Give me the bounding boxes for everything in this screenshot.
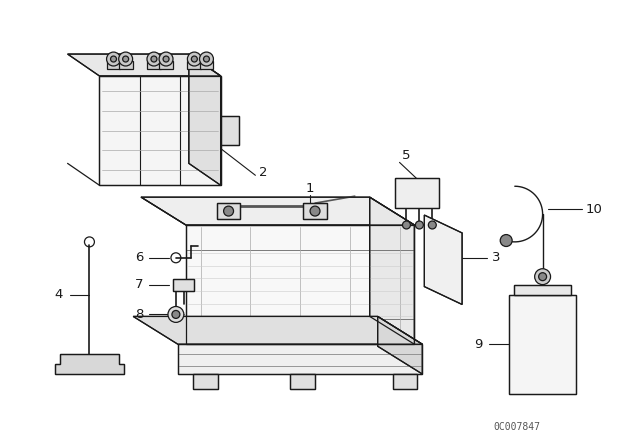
Circle shape: [500, 235, 512, 246]
Text: 1: 1: [306, 182, 314, 195]
Circle shape: [415, 221, 423, 229]
Text: 4: 4: [54, 288, 63, 301]
Polygon shape: [54, 354, 124, 374]
Polygon shape: [133, 316, 422, 344]
Polygon shape: [173, 279, 194, 291]
Polygon shape: [107, 61, 120, 69]
Circle shape: [172, 310, 180, 319]
Text: 10: 10: [586, 202, 603, 215]
Circle shape: [118, 52, 132, 66]
Polygon shape: [193, 374, 218, 389]
Text: 6: 6: [135, 251, 143, 264]
Circle shape: [204, 56, 209, 62]
Polygon shape: [99, 76, 221, 185]
Polygon shape: [159, 61, 173, 69]
Circle shape: [428, 221, 436, 229]
Polygon shape: [290, 374, 315, 389]
Polygon shape: [514, 284, 572, 294]
Circle shape: [159, 52, 173, 66]
Polygon shape: [394, 178, 439, 208]
Circle shape: [191, 56, 197, 62]
Circle shape: [188, 52, 202, 66]
Text: 9: 9: [474, 338, 482, 351]
Circle shape: [168, 306, 184, 323]
Text: 8: 8: [135, 308, 143, 321]
Text: 5: 5: [402, 149, 411, 162]
Polygon shape: [392, 374, 417, 389]
Polygon shape: [147, 61, 161, 69]
Circle shape: [123, 56, 129, 62]
Text: 2: 2: [259, 166, 268, 179]
Circle shape: [403, 221, 410, 229]
Polygon shape: [424, 215, 462, 305]
Polygon shape: [178, 344, 422, 374]
Text: 3: 3: [492, 251, 500, 264]
Text: 0C007847: 0C007847: [493, 422, 541, 431]
Circle shape: [147, 52, 161, 66]
Polygon shape: [509, 294, 577, 394]
Polygon shape: [118, 61, 132, 69]
Circle shape: [151, 56, 157, 62]
Circle shape: [539, 273, 547, 280]
Polygon shape: [186, 225, 415, 344]
Circle shape: [534, 269, 550, 284]
Circle shape: [163, 56, 169, 62]
Circle shape: [223, 206, 234, 216]
Polygon shape: [141, 197, 415, 225]
Polygon shape: [370, 197, 415, 344]
Polygon shape: [200, 61, 213, 69]
Polygon shape: [188, 61, 202, 69]
Polygon shape: [217, 203, 241, 219]
Polygon shape: [303, 203, 327, 219]
Text: 7: 7: [135, 278, 143, 291]
Circle shape: [200, 52, 213, 66]
Circle shape: [111, 56, 116, 62]
Circle shape: [107, 52, 120, 66]
Circle shape: [310, 206, 320, 216]
Polygon shape: [189, 54, 221, 185]
Polygon shape: [378, 316, 422, 374]
Polygon shape: [221, 116, 239, 146]
Polygon shape: [68, 54, 221, 76]
